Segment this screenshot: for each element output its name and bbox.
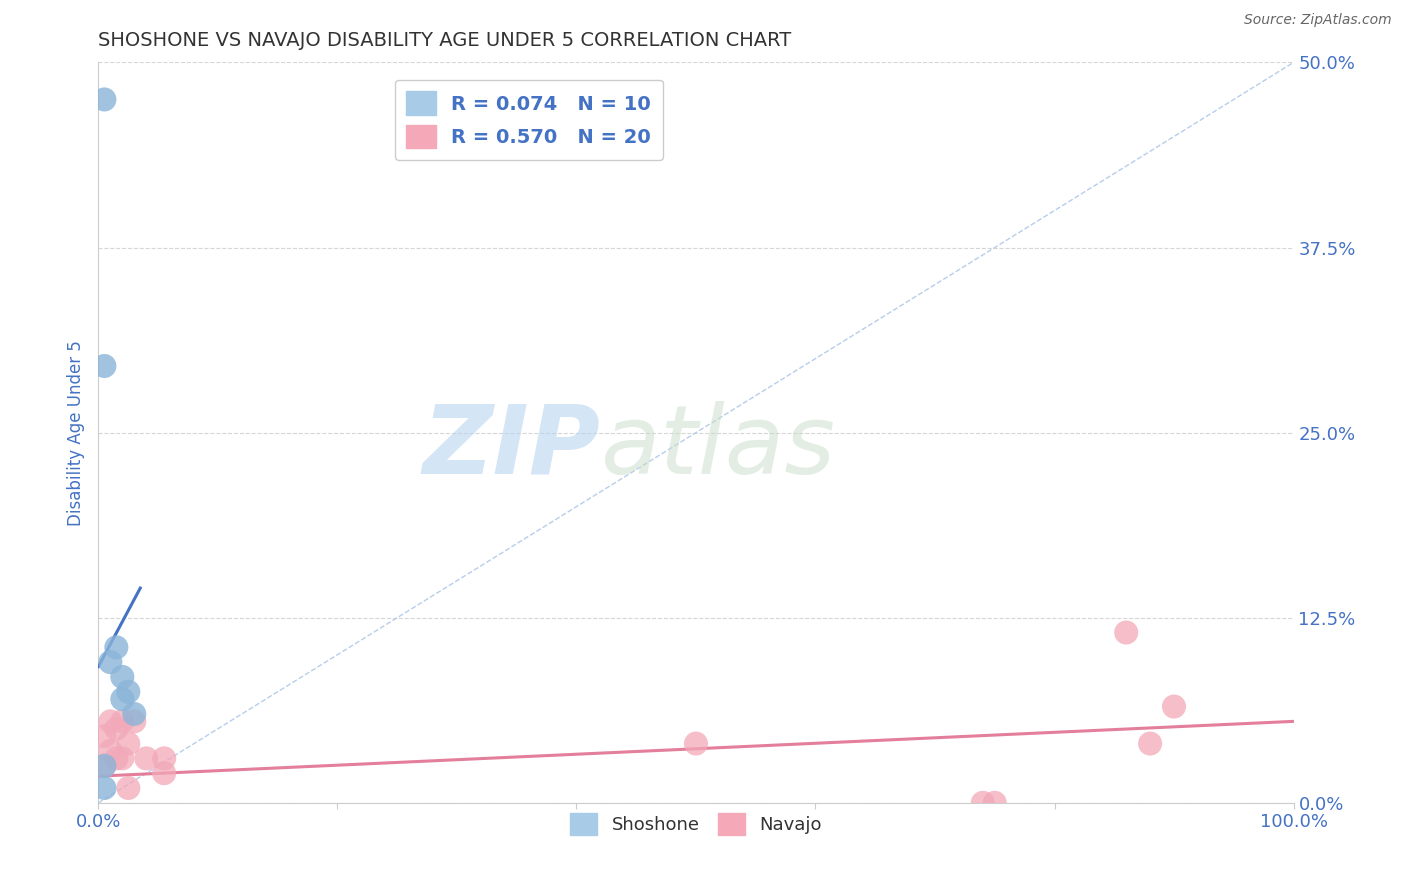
Point [98,744,122,758]
Point [93,92,115,106]
Point [1115,625,1137,640]
Point [685,737,707,751]
Point [105,722,128,736]
Point [98,655,122,669]
Point [972,796,994,810]
Point [1139,737,1161,751]
Text: Source: ZipAtlas.com: Source: ZipAtlas.com [1244,13,1392,28]
Point [1163,699,1185,714]
Y-axis label: Disability Age Under 5: Disability Age Under 5 [66,340,84,525]
Point [111,692,134,706]
Point [105,640,128,655]
Text: atlas: atlas [600,401,835,494]
Point [135,751,157,765]
Point [117,685,139,699]
Point [98,714,122,729]
Legend: Shoshone, Navajo: Shoshone, Navajo [562,805,830,842]
Point [124,706,146,721]
Point [117,780,139,795]
Point [105,751,128,765]
Point [124,714,146,729]
Point [111,714,134,729]
Point [93,729,115,743]
Point [93,780,115,795]
Point [111,670,134,684]
Point [93,758,115,772]
Point [93,359,115,373]
Point [984,796,1007,810]
Text: ZIP: ZIP [422,401,600,494]
Point [153,766,176,780]
Point [93,758,115,772]
Point [117,737,139,751]
Point [153,751,176,765]
Point [111,751,134,765]
Text: SHOSHONE VS NAVAJO DISABILITY AGE UNDER 5 CORRELATION CHART: SHOSHONE VS NAVAJO DISABILITY AGE UNDER … [98,30,792,50]
